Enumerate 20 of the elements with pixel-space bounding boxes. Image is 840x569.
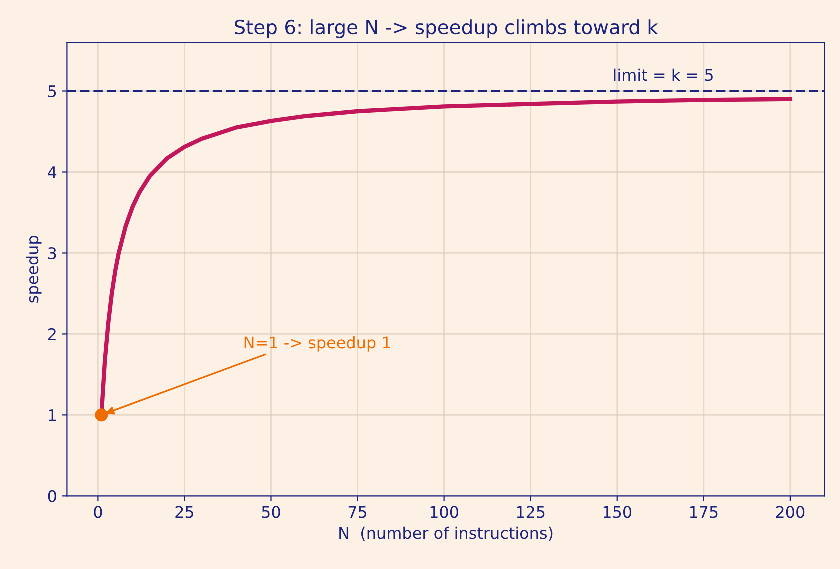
- x-tick-label: 25: [176, 506, 194, 518]
- y-tick-label: 1: [49, 410, 56, 422]
- x-tick-label: 50: [262, 506, 280, 518]
- x-tick-label: 125: [517, 506, 545, 518]
- y-tick-label: 5: [48, 86, 56, 98]
- chart-title: Step 6: large N -> speedup climbs toward k: [234, 20, 658, 38]
- annotation: N=1 -> speedup 1: [244, 336, 390, 352]
- y-tick-label: 4: [48, 166, 57, 178]
- y-tick-label: 2: [48, 328, 56, 340]
- y-tick-label: 0: [48, 490, 56, 502]
- y-tick-label: 3: [48, 247, 56, 260]
- x-tick-label: 175: [690, 506, 718, 518]
- y-axis-title: speedup: [26, 236, 42, 303]
- x-tick-label: 150: [604, 506, 632, 518]
- ref-line-label: limit = k = 5: [614, 68, 713, 82]
- x-axis-title: N (number of instructions): [340, 526, 553, 542]
- x-tick-label: 75: [348, 506, 367, 518]
- x-tick-label: 200: [776, 506, 805, 518]
- x-tick-label: 100: [430, 506, 458, 518]
- x-tick-label: 0: [94, 506, 102, 518]
